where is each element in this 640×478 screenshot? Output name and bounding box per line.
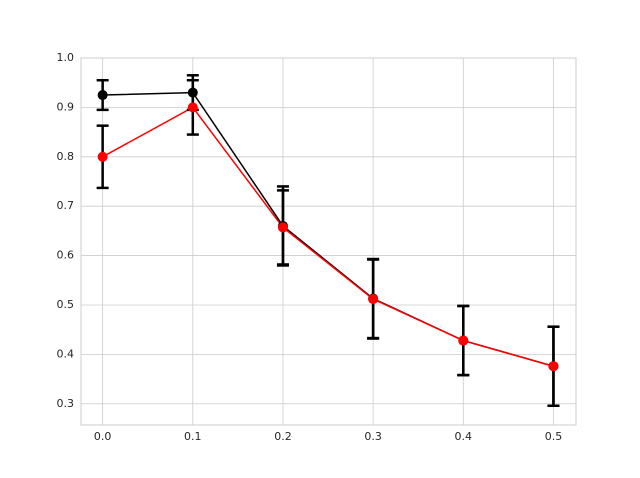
- marker: [187, 102, 198, 113]
- y-tick-label: 0.4: [57, 347, 75, 360]
- x-tick-label: 0.4: [455, 430, 473, 443]
- y-tick-label: 0.9: [57, 100, 75, 113]
- marker: [187, 87, 198, 98]
- marker: [97, 151, 108, 162]
- y-tick-label: 0.3: [57, 397, 75, 410]
- x-tick-label: 0.2: [274, 430, 292, 443]
- marker: [277, 222, 288, 233]
- plot-frame: [80, 57, 577, 426]
- y-tick-label: 0.6: [57, 249, 75, 262]
- marker: [548, 361, 559, 372]
- y-tick-label: 0.8: [57, 150, 75, 163]
- y-tick-label: 0.5: [57, 298, 75, 311]
- marker: [458, 335, 469, 346]
- x-tick-label: 0.0: [94, 430, 112, 443]
- series-line: [102, 106, 554, 367]
- marker: [368, 294, 379, 305]
- y-tick-label: 1.0: [57, 51, 75, 64]
- x-tick-label: 0.1: [184, 430, 202, 443]
- x-tick-label: 0.3: [364, 430, 382, 443]
- y-tick-label: 0.7: [57, 199, 75, 212]
- x-tick-label: 0.5: [545, 430, 563, 443]
- marker: [97, 90, 108, 101]
- series-line: [102, 91, 554, 367]
